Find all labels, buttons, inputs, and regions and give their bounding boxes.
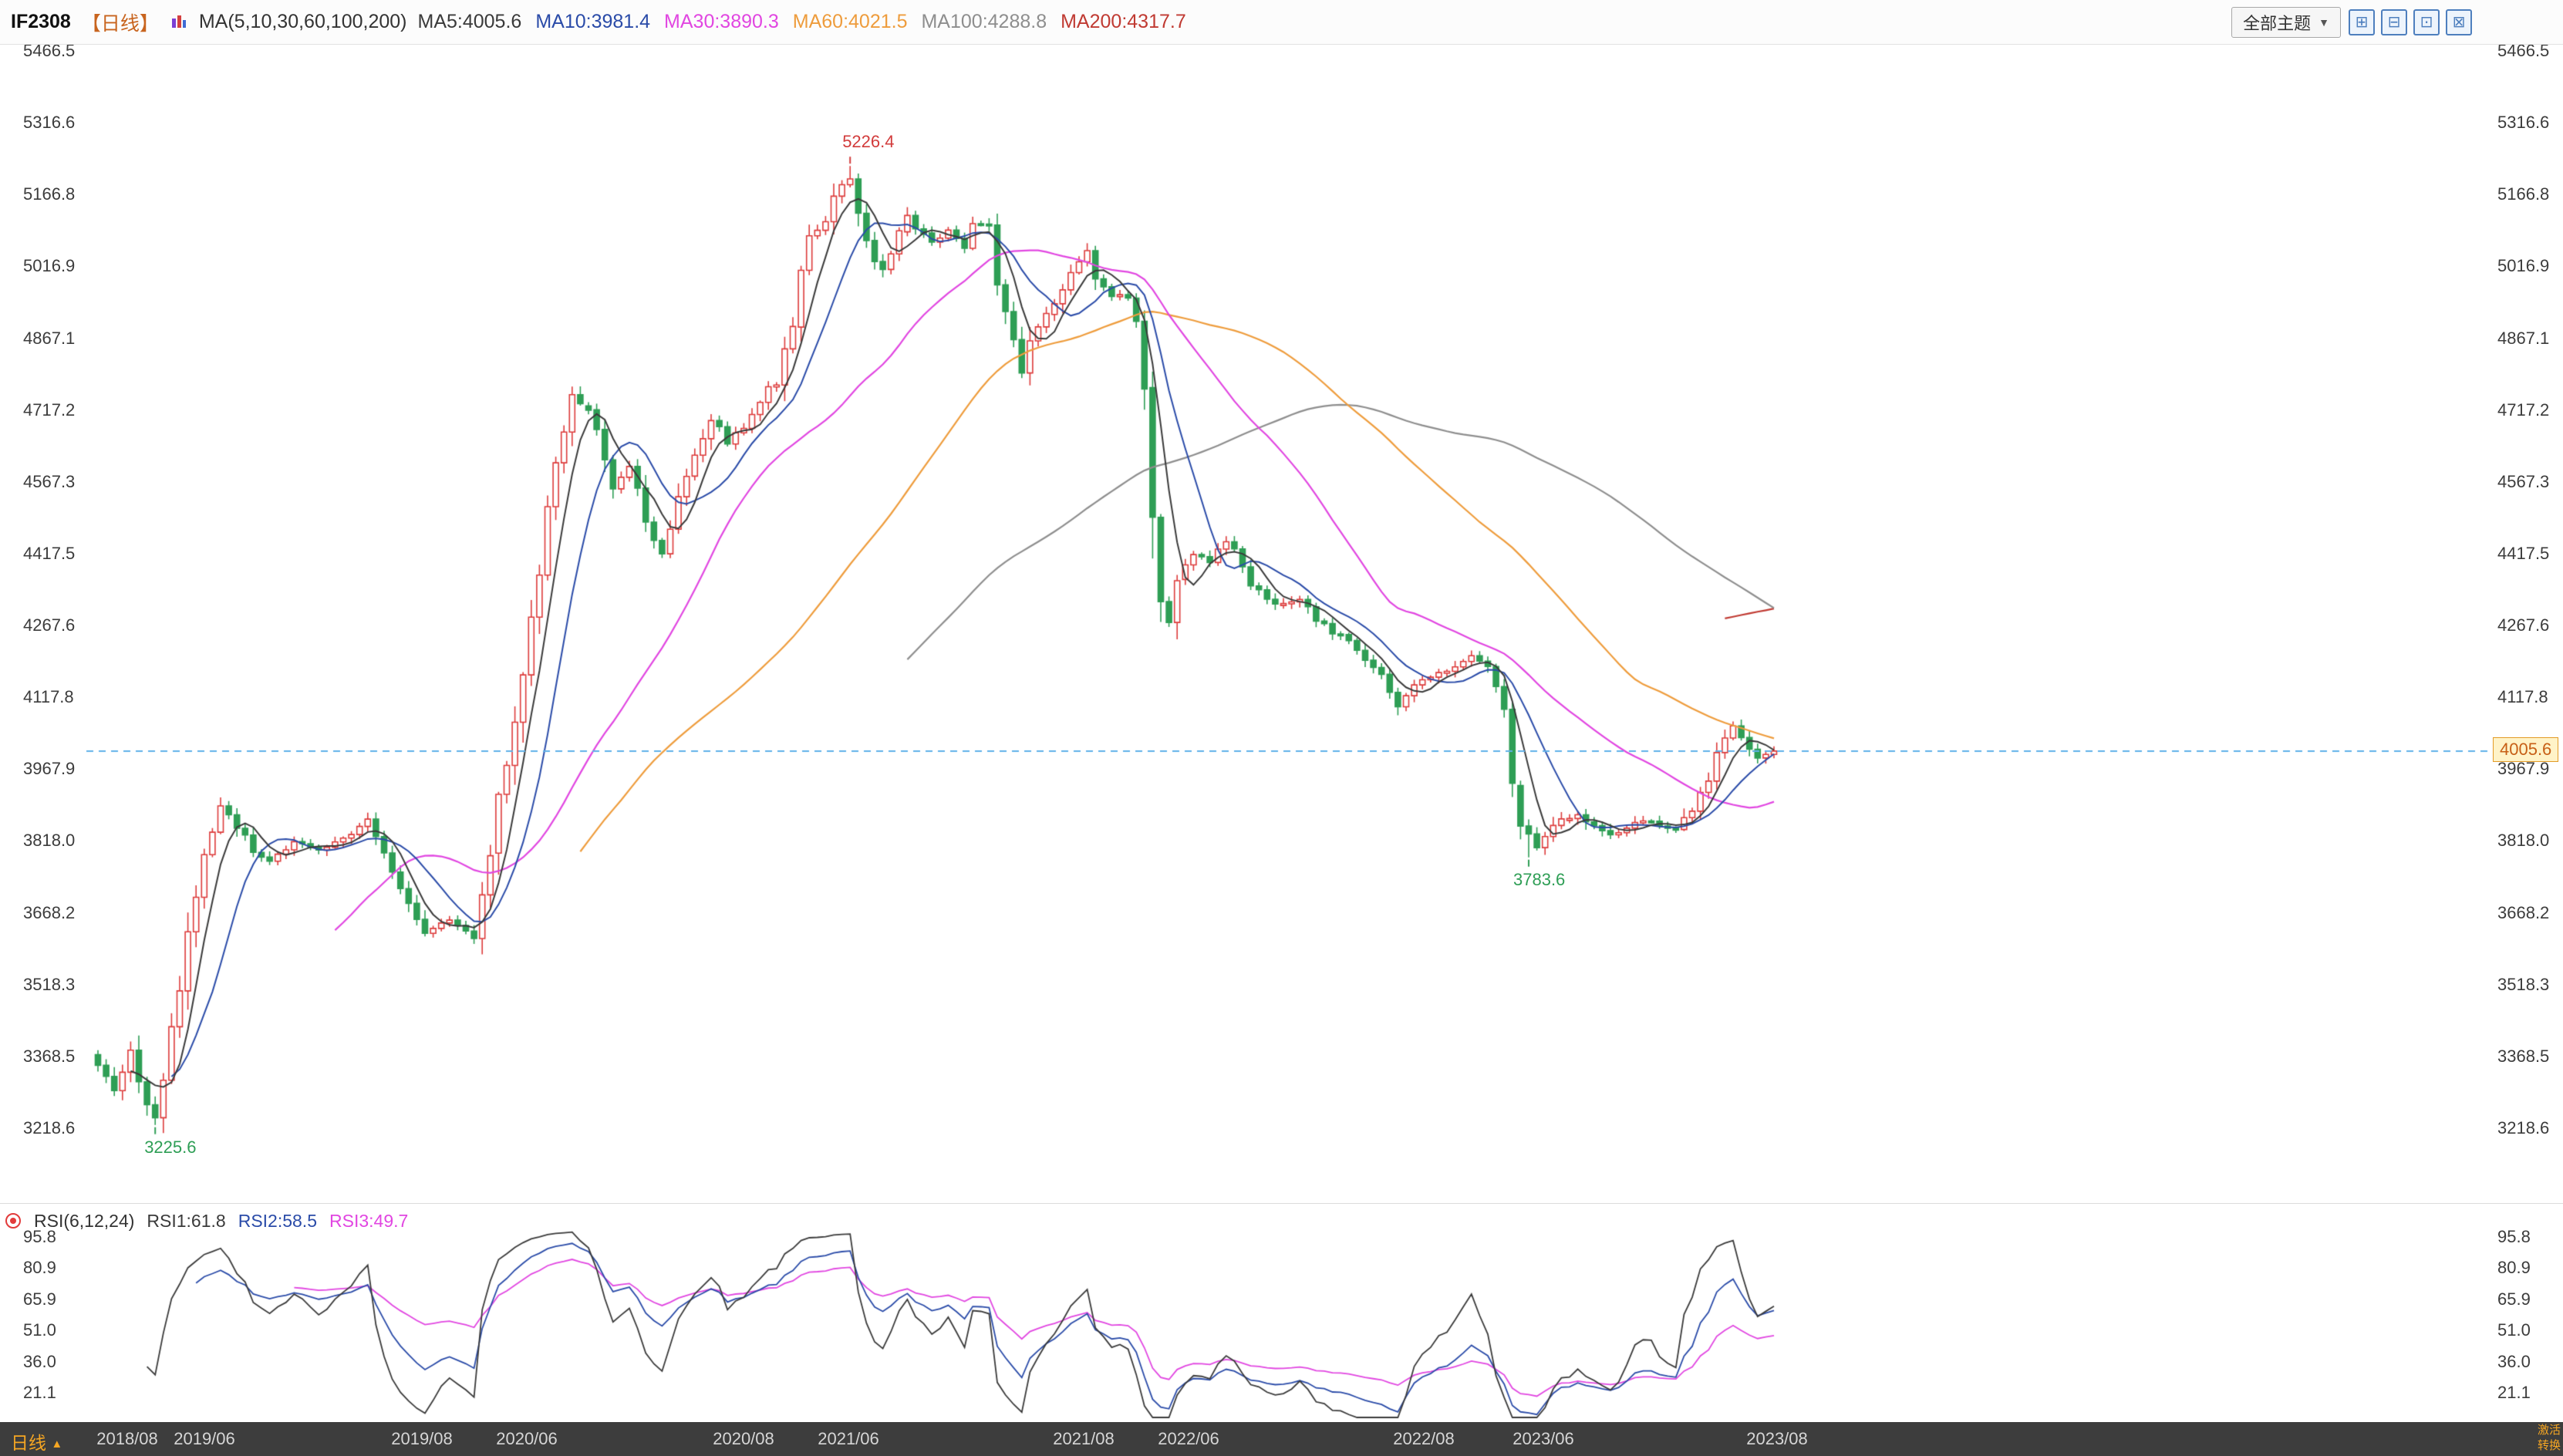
period-tag[interactable]: 【日线】 [81,12,159,35]
date-tick-label: 2021/06 [818,1429,879,1448]
symbol-label[interactable]: IF2308 [11,11,71,32]
ma-value-label: MA60:4021.5 [792,11,908,32]
triangle-up-icon: ▲ [51,1437,63,1451]
chevron-down-icon: ▼ [2319,15,2329,29]
date-tick-label: 2019/08 [391,1429,453,1448]
ma-value-label: MA10:3981.4 [535,11,651,32]
date-tick-label: 2023/08 [1746,1429,1808,1448]
period-quick-label: 日线 [11,1433,46,1453]
toolbar: IF2308 【日线】 MA(5,10,30,60,100,200) MA5:4… [0,0,2563,45]
rsi-value-label: RSI3:49.7 [329,1210,409,1231]
rsi-value-label: RSI1:61.8 [147,1210,226,1231]
panel-separator [0,1203,2563,1204]
date-axis-labels: 2018/08 2019/06 2019/08 2020/06 2020/08 2021/… [0,1422,2563,1456]
date-tick-label: 2020/06 [496,1429,558,1448]
rsi-legend: RSI1:61.8 RSI2:58.5 RSI3:49.7 [147,1211,408,1232]
window-layout-icons: ⊞ ⊟ ⊡ ⊠ [2349,8,2472,35]
indicator-legend-row: IF2308 【日线】 MA(5,10,30,60,100,200) MA5:4… [11,8,1186,36]
theme-selector-label: 全部主题 [2243,13,2312,33]
rsi-settings-label: RSI(6,12,24) [34,1210,135,1231]
ma-value-label: MA30:3890.3 [664,11,779,32]
date-tick-label: 2019/06 [174,1429,235,1448]
ma-value-label: MA100:4288.8 [921,11,1047,32]
window-layout-icon[interactable]: ⊞ [2349,8,2375,35]
date-tick-label: 2022/08 [1393,1429,1455,1448]
date-tick-label: 2022/06 [1158,1429,1219,1448]
rsi-value-label: RSI2:58.5 [238,1210,317,1231]
window-layout-icon[interactable]: ⊟ [2381,8,2407,35]
date-tick-label: 2020/08 [713,1429,774,1448]
ma-value-label: MA5:4005.6 [417,11,522,32]
date-tick-label: 2018/08 [96,1429,158,1448]
ma-settings-label: MA(5,10,30,60,100,200) [198,11,407,32]
watermark-line: 转换 [2537,1439,2561,1452]
time-axis-bar: 日线 ▲ 2018/08 2019/06 2019/08 2020/06 2020/08… [0,1422,2563,1456]
toolbar-right-controls: 全部主题 ▼ ⊞ ⊟ ⊡ ⊠ [2231,6,2472,38]
rsi-panel-header: RSI(6,12,24) RSI1:61.8 RSI2:58.5 RSI3:49.7 [0,1208,2563,1234]
watermark-line: 激活 [2537,1424,2561,1437]
period-quick-toggle[interactable]: 日线 ▲ [11,1428,62,1454]
window-layout-icon[interactable]: ⊠ [2446,8,2472,35]
date-tick-label: 2021/08 [1053,1429,1115,1448]
indicator-settings-icon[interactable] [170,13,188,32]
ma-legend: MA5:4005.6 MA10:3981.4 MA30:3890.3 MA60:402… [418,11,1186,33]
ma-value-label: MA200:4317.7 [1061,11,1186,32]
watermark: 激活 转换 [2538,1423,2561,1454]
theme-selector-button[interactable]: 全部主题 ▼ [2231,6,2341,38]
date-tick-label: 2023/06 [1513,1429,1574,1448]
rsi-panel-icon[interactable] [5,1212,22,1229]
window-layout-icon[interactable]: ⊡ [2413,8,2440,35]
